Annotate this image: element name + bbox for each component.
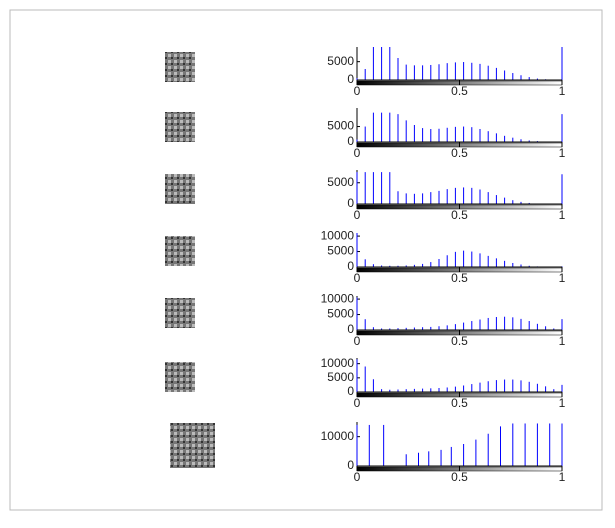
y-tick-label: 5000 [327,370,354,384]
y-tick-label: 5000 [327,244,354,258]
x-tick-label: 0 [354,146,361,160]
x-tick-label: 0.5 [451,84,468,98]
x-tick-label: 1 [559,271,566,285]
y-tick-label: 5000 [327,119,354,133]
thumbnail [165,112,195,142]
figure: 0500000.510500000.510500000.510500010000… [0,0,615,523]
x-tick-label: 0.5 [451,146,468,160]
x-tick-label: 0 [354,470,361,484]
x-tick-label: 0.5 [451,470,468,484]
thumbnail [165,174,195,204]
x-tick-label: 0 [354,84,361,98]
thumbnail [165,362,195,392]
y-tick-label: 10000 [321,429,355,443]
x-tick-label: 1 [559,84,566,98]
y-tick-label: 5000 [327,175,354,189]
x-tick-label: 0.5 [451,208,468,222]
x-tick-label: 1 [559,396,566,410]
thumbnail [170,423,215,468]
y-tick-label: 10000 [321,356,355,370]
x-tick-label: 0.5 [451,334,468,348]
x-tick-label: 1 [559,146,566,160]
thumbnail [165,298,195,328]
thumbnail [165,52,195,82]
y-tick-label: 5000 [327,54,354,68]
y-tick-label: 10000 [321,291,355,305]
x-tick-label: 0.5 [451,271,468,285]
x-tick-label: 0 [354,208,361,222]
x-tick-label: 0 [354,334,361,348]
thumbnail [165,236,195,266]
x-tick-label: 0.5 [451,396,468,410]
x-tick-label: 0 [354,396,361,410]
y-tick-label: 10000 [321,228,355,242]
y-tick-label: 5000 [327,307,354,321]
x-tick-label: 1 [559,208,566,222]
x-tick-label: 1 [559,470,566,484]
x-tick-label: 0 [354,271,361,285]
x-tick-label: 1 [559,334,566,348]
